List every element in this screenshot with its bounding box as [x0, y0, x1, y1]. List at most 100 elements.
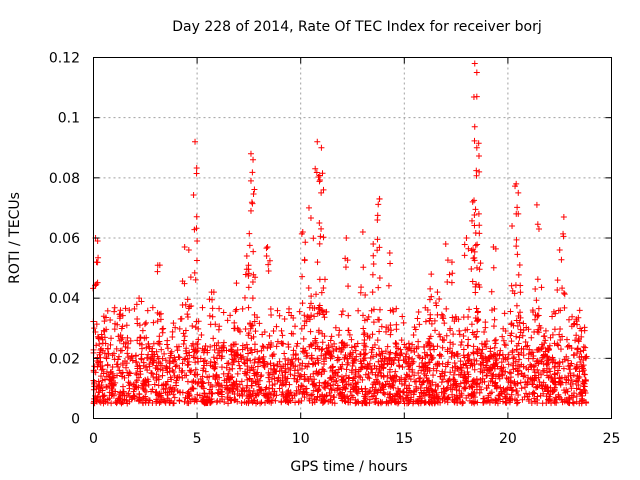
data-point: [450, 371, 457, 378]
data-point: [248, 346, 255, 353]
data-point: [204, 374, 211, 381]
data-point: [547, 368, 554, 375]
data-point: [303, 385, 310, 392]
data-point: [157, 360, 164, 367]
data-point: [512, 282, 519, 289]
data-point: [196, 392, 203, 399]
data-point: [535, 312, 542, 319]
data-point: [273, 343, 280, 350]
data-point: [573, 393, 580, 400]
data-point: [201, 399, 208, 406]
data-point: [182, 347, 189, 354]
data-point: [435, 383, 442, 390]
data-point: [578, 353, 585, 360]
data-point: [385, 282, 392, 289]
data-point: [580, 386, 587, 393]
data-point: [309, 361, 316, 368]
data-point: [547, 334, 554, 341]
data-point: [227, 384, 234, 391]
data-point: [515, 392, 522, 399]
data-point: [190, 192, 197, 199]
data-point: [315, 359, 322, 366]
data-point: [561, 304, 568, 311]
data-point: [513, 317, 520, 324]
data-point: [192, 276, 199, 283]
data-point: [432, 327, 439, 334]
data-point: [352, 366, 359, 373]
data-point: [432, 300, 439, 307]
data-point: [189, 322, 196, 329]
data-point: [462, 385, 469, 392]
data-point: [163, 363, 170, 370]
data-point: [358, 364, 365, 371]
data-point: [511, 354, 518, 361]
data-point: [573, 385, 580, 392]
data-point: [555, 391, 562, 398]
data-point: [129, 394, 136, 401]
data-point: [239, 392, 246, 399]
data-point: [99, 377, 106, 384]
data-point: [251, 318, 258, 325]
x-tick-label: 20: [499, 431, 517, 447]
data-point: [461, 373, 468, 380]
data-point: [326, 375, 333, 382]
data-point: [332, 369, 339, 376]
data-point: [185, 361, 192, 368]
data-point: [170, 320, 177, 327]
data-point: [283, 379, 290, 386]
data-point: [338, 344, 345, 351]
data-point: [482, 364, 489, 371]
data-point: [148, 348, 155, 355]
data-point: [513, 302, 520, 309]
data-point: [458, 339, 465, 346]
data-point: [341, 384, 348, 391]
data-point: [357, 374, 364, 381]
data-point: [472, 289, 479, 296]
data-point: [345, 283, 352, 290]
data-point: [438, 389, 445, 396]
data-point: [202, 343, 209, 350]
data-point: [565, 372, 572, 379]
data-point: [278, 340, 285, 347]
data-point: [251, 186, 258, 193]
data-point: [281, 315, 288, 322]
data-point: [310, 235, 317, 242]
data-point: [465, 342, 472, 349]
data-point: [425, 359, 432, 366]
data-point: [99, 392, 106, 399]
data-point: [208, 398, 215, 405]
data-point: [252, 380, 259, 387]
data-point: [184, 355, 191, 362]
data-point: [246, 393, 253, 400]
data-point: [234, 370, 241, 377]
data-point: [254, 376, 261, 383]
data-point: [415, 352, 422, 359]
data-point: [443, 332, 450, 339]
y-tick-label: 0.06: [49, 231, 80, 247]
data-point: [533, 297, 540, 304]
data-point: [241, 370, 248, 377]
data-point: [535, 360, 542, 367]
data-point: [527, 375, 534, 382]
data-point: [403, 358, 410, 365]
data-point: [124, 350, 131, 357]
data-point: [263, 391, 270, 398]
data-point: [250, 248, 257, 255]
data-point: [95, 389, 102, 396]
data-point: [171, 394, 178, 401]
data-point: [436, 352, 443, 359]
data-point: [218, 348, 225, 355]
data-point: [370, 319, 377, 326]
data-point: [298, 325, 305, 332]
data-point: [293, 343, 300, 350]
data-point: [319, 366, 326, 373]
data-point: [176, 365, 183, 372]
data-point: [328, 333, 335, 340]
data-point: [342, 398, 349, 405]
x-tick-labels: 0 5 10 15 20 25: [89, 431, 620, 447]
data-point: [410, 332, 417, 339]
data-point: [512, 183, 519, 190]
data-point: [361, 329, 368, 336]
data-point: [273, 323, 280, 330]
data-point: [205, 379, 212, 386]
